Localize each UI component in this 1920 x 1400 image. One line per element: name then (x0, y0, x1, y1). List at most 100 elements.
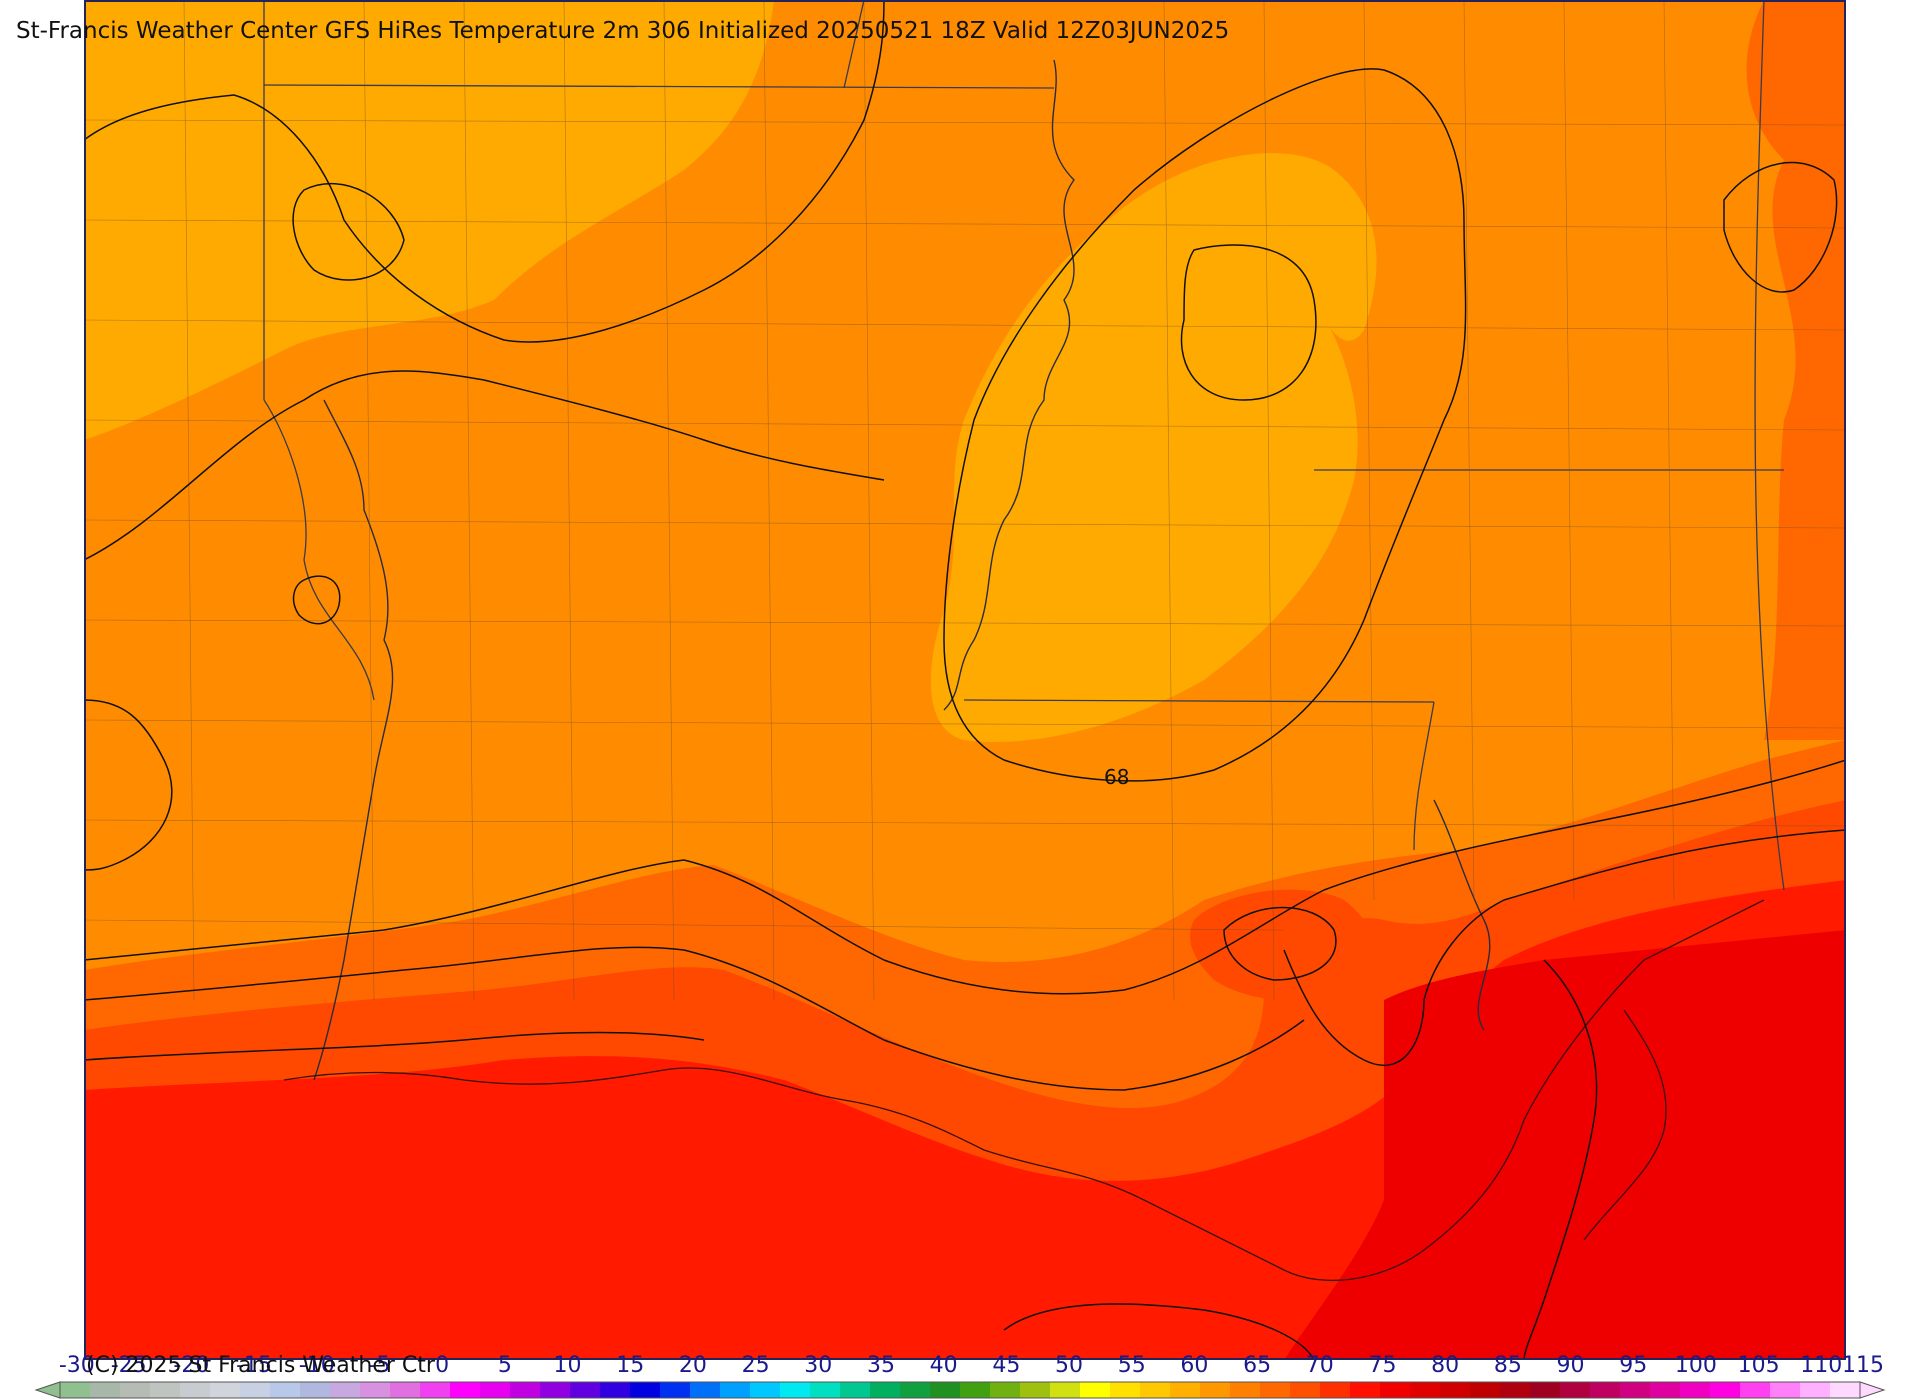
colorbar-tick-label: 50 (1055, 1353, 1084, 1378)
temp-band-85-90 (1284, 930, 1846, 1360)
colorbar-cell (1170, 1382, 1201, 1398)
colorbar-cell (1080, 1382, 1111, 1398)
colorbar-cell (1650, 1382, 1681, 1398)
colorbar-cell (240, 1382, 271, 1398)
colorbar-cell (990, 1382, 1021, 1398)
colorbar-cell (750, 1382, 781, 1398)
county-lines (84, 0, 1846, 1001)
colorbar-tick-label: 85 (1493, 1353, 1522, 1378)
colorbar-tick-label: 25 (741, 1353, 770, 1378)
colorbar-cell (180, 1382, 211, 1398)
colorbar-cell (1530, 1382, 1561, 1398)
colorbar-cell (720, 1382, 751, 1398)
colorbar-cell (360, 1382, 391, 1398)
colorbar-tick-label: 40 (929, 1353, 958, 1378)
colorbar-cell (1230, 1382, 1261, 1398)
colorbar-cell (690, 1382, 721, 1398)
colorbar-tick-label: 55 (1117, 1353, 1146, 1378)
temp-band-75-80-pocket (1190, 889, 1374, 1001)
colorbar-tick-label: 65 (1243, 1353, 1272, 1378)
colorbar-tick-label: 115 (1842, 1353, 1884, 1378)
colorbar-tick-label: 45 (992, 1353, 1021, 1378)
colorbar-cell (1800, 1382, 1831, 1398)
isotherms (84, 0, 1846, 1360)
colorbar-tick-label: 5 (497, 1353, 512, 1378)
colorbar-cell (570, 1382, 601, 1398)
colorbar-tick-label: 20 (678, 1353, 707, 1378)
colorbar-cell (1200, 1382, 1231, 1398)
colorbar-cell (630, 1382, 661, 1398)
colorbar-cell (1050, 1382, 1081, 1398)
colorbar-tick-label: 15 (616, 1353, 645, 1378)
colorbar-cell (1710, 1382, 1741, 1398)
colorbar-cell (480, 1382, 511, 1398)
colorbar-cell (1380, 1382, 1411, 1398)
colorbar-tick-label: -5 (368, 1353, 391, 1378)
temperature-colorbar (34, 1381, 1886, 1399)
colorbar-cell (510, 1382, 541, 1398)
temp-band-60-65-mississippi (930, 153, 1377, 742)
colorbar-cell (300, 1382, 331, 1398)
colorbar-tick-label: 35 (866, 1353, 895, 1378)
colorbar-cell (1410, 1382, 1441, 1398)
colorbar-cell (60, 1382, 91, 1398)
colorbar-tick-label: 75 (1368, 1353, 1397, 1378)
colorbar-tick-label: -20 (173, 1353, 210, 1378)
colorbar-cell (1770, 1382, 1801, 1398)
colorbar-cell (780, 1382, 811, 1398)
colorbar-cell (210, 1382, 241, 1398)
colorbar-cell (90, 1382, 121, 1398)
colorbar-tick-labels: -30 -25 -20 -15 -10 -5 0 5 10 15 20 25 30 35 40 45 50 55 6… (0, 1353, 1920, 1379)
colorbar-tick-label: 95 (1619, 1353, 1648, 1378)
coastline (283, 899, 1765, 1281)
colorbar-tick-label: -30 (58, 1353, 95, 1378)
colorbar-cell (930, 1382, 961, 1398)
colorbar-cell (1620, 1382, 1651, 1398)
colorbar-cell (540, 1382, 571, 1398)
temp-band-60-65-north (84, 0, 774, 440)
colorbar-tick-label: 110 (1800, 1353, 1843, 1378)
map-canvas: 68 (84, 0, 1846, 1360)
colorbar-tick-label: 100 (1674, 1353, 1717, 1378)
colorbar-cell (120, 1382, 151, 1398)
colorbar-cell (390, 1382, 421, 1398)
colorbar-tick-label: 0 (435, 1353, 450, 1378)
colorbar-cell (1560, 1382, 1591, 1398)
colorbar-cell (660, 1382, 691, 1398)
colorbar-cell (450, 1382, 481, 1398)
colorbar-cell (1020, 1382, 1051, 1398)
colorbar-cell (1260, 1382, 1291, 1398)
colorbar-cell (150, 1382, 181, 1398)
colorbar-cell (1500, 1382, 1531, 1398)
colorbar-tick-label: 80 (1431, 1353, 1460, 1378)
colorbar-cell (1440, 1382, 1471, 1398)
colorbar-cell (1290, 1382, 1321, 1398)
temp-band-70-75-east (1746, 0, 1846, 740)
rivers (313, 59, 1491, 1081)
colorbar-cell (1350, 1382, 1381, 1398)
map-title: St-Francis Weather Center GFS HiRes Temp… (16, 18, 1230, 44)
colorbar-cell (870, 1382, 901, 1398)
colorbar-tick-label: 60 (1180, 1353, 1209, 1378)
copyright-text: (C) 2025 St Francis Weather Ctr (86, 1353, 435, 1378)
colorbar-cell (1320, 1382, 1351, 1398)
colorbar-tick-label: -25 (110, 1353, 147, 1378)
colorbar-cell (1590, 1382, 1621, 1398)
colorbar-cell (1110, 1382, 1141, 1398)
colorbar-cell (960, 1382, 991, 1398)
colorbar-cell (270, 1382, 301, 1398)
colorbar-right-arrow (1859, 1381, 1886, 1399)
colorbar-cell (420, 1382, 451, 1398)
colorbar-cell (840, 1382, 871, 1398)
colorbar-tick-label: 105 (1737, 1353, 1780, 1378)
colorbar-tick-label: 70 (1305, 1353, 1334, 1378)
colorbar-cell (1470, 1382, 1501, 1398)
colorbar-cell (1140, 1382, 1171, 1398)
colorbar-cells (59, 1381, 1861, 1399)
colorbar-cell (900, 1382, 931, 1398)
colorbar-tick-label: 30 (804, 1353, 833, 1378)
colorbar-tick-label: 10 (553, 1353, 582, 1378)
temperature-map[interactable]: 68 (84, 0, 1846, 1360)
colorbar-tick-label: 90 (1556, 1353, 1585, 1378)
state-borders (263, 0, 1785, 891)
